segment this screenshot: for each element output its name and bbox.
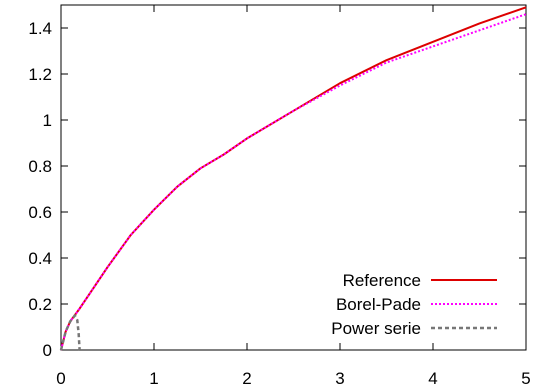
y-tick-label: 0.8 bbox=[28, 157, 52, 176]
y-tick-label: 0 bbox=[43, 341, 52, 360]
legend: Reference Borel-Pade Power serie bbox=[331, 271, 497, 338]
y-tick-label: 0.4 bbox=[28, 249, 52, 268]
legend-label: Reference bbox=[343, 271, 421, 290]
axis-ticks: 0 1 2 3 4 5 0 0.2 0.4 0.6 0.8 1 1.2 1.4 bbox=[28, 5, 531, 388]
series-line-power-serie bbox=[59, 314, 81, 351]
y-tick-label: 1 bbox=[43, 111, 52, 130]
series-lines bbox=[59, 6, 527, 351]
x-tick-label: 5 bbox=[521, 369, 530, 388]
x-tick-label: 3 bbox=[335, 369, 344, 388]
x-tick-label: 0 bbox=[56, 369, 65, 388]
legend-label: Borel-Pade bbox=[336, 295, 421, 314]
y-tick-label: 0.6 bbox=[28, 203, 52, 222]
y-tick-label: 0.2 bbox=[28, 295, 52, 314]
legend-label: Power serie bbox=[331, 319, 421, 338]
series-line-reference bbox=[60, 6, 527, 351]
plot-frame bbox=[60, 4, 527, 351]
series-line-borel-pade bbox=[60, 13, 527, 351]
x-tick-label: 4 bbox=[428, 369, 437, 388]
y-tick-label: 1.4 bbox=[28, 19, 52, 38]
y-tick-label: 1.2 bbox=[28, 65, 52, 84]
plot-border bbox=[60, 4, 527, 351]
x-tick-label: 2 bbox=[242, 369, 251, 388]
x-tick-label: 1 bbox=[149, 369, 158, 388]
